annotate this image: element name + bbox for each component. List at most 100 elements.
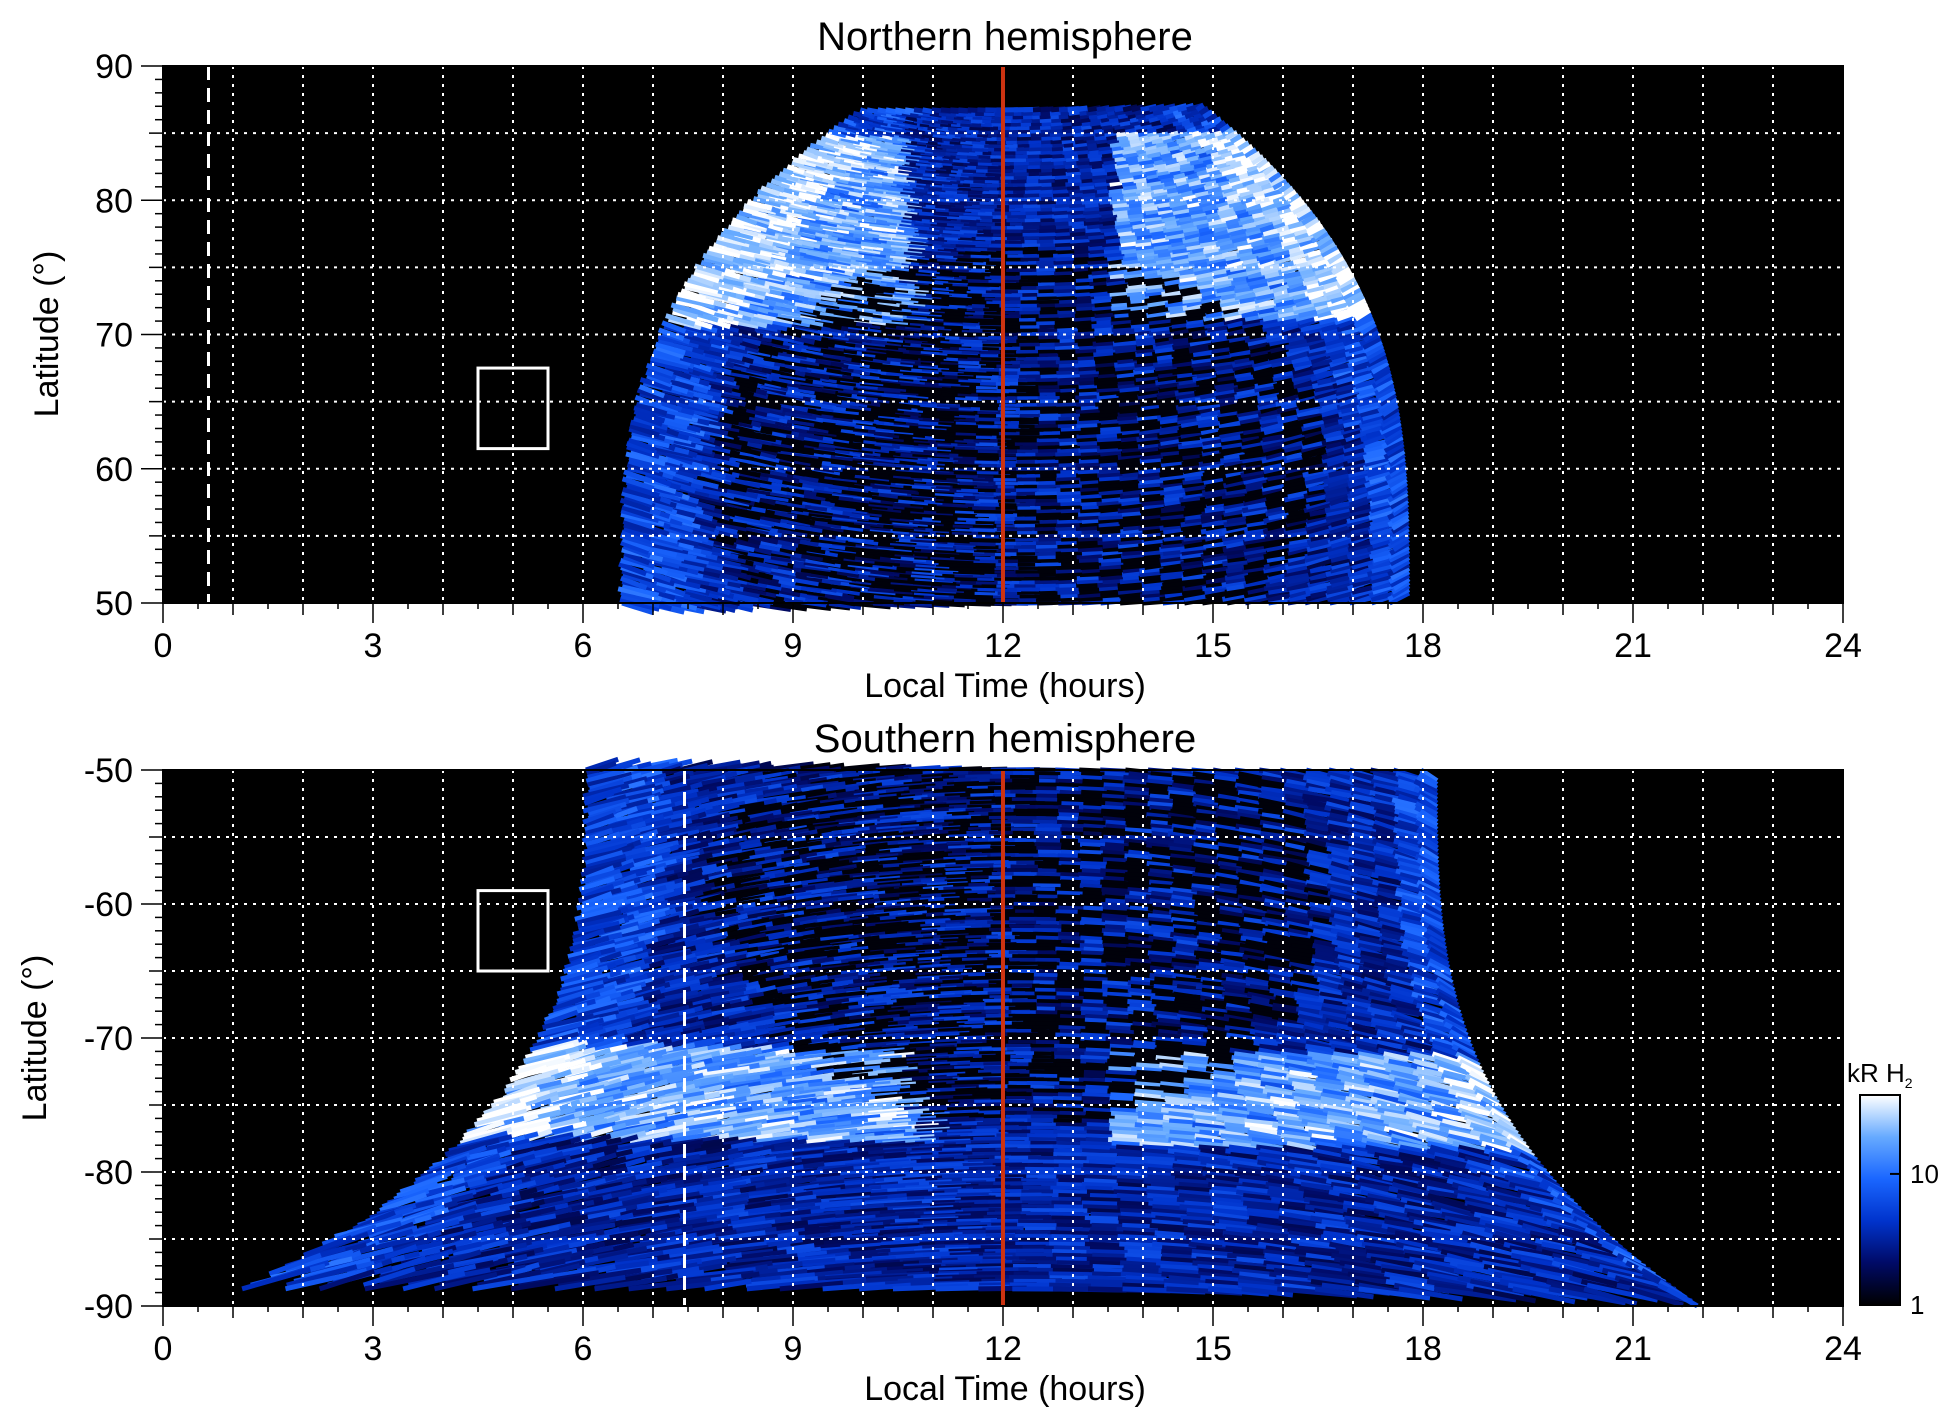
emission-streak: [1378, 392, 1397, 407]
emission-streak: [645, 370, 672, 384]
emission-streak: [1391, 502, 1410, 517]
emission-streak: [1374, 381, 1395, 396]
emission-streak: [1390, 526, 1410, 542]
emission-streak: [851, 575, 883, 585]
emission-streak: [1198, 403, 1225, 414]
emission-streak: [619, 533, 654, 548]
emission-streak: [622, 572, 658, 587]
emission-streak: [1388, 530, 1410, 545]
emission-streak: [916, 391, 944, 399]
emission-streak: [687, 494, 728, 508]
emission-streak: [633, 409, 666, 424]
emission-streak: [620, 557, 662, 573]
emission-streak: [1392, 576, 1411, 591]
emission-streak: [1152, 341, 1178, 351]
emission-streak: [1383, 424, 1403, 439]
emission-streak: [1392, 537, 1411, 552]
emission-streak: [1054, 340, 1082, 347]
emission-streak: [634, 412, 663, 427]
emission-streak: [622, 554, 655, 570]
emission-streak: [1304, 553, 1332, 567]
emission-streak: [708, 433, 748, 447]
emission-streak: [1370, 360, 1390, 375]
emission-streak: [1055, 474, 1083, 482]
emission-streak: [1036, 482, 1064, 489]
emission-streak: [702, 586, 735, 599]
emission-streak: [1117, 579, 1144, 588]
emission-streak: [779, 401, 809, 413]
emission-streak: [621, 490, 654, 506]
emission-streak: [633, 405, 676, 420]
emission-streak: [1391, 498, 1410, 513]
emission-streak: [657, 338, 694, 352]
emission-streak: [621, 600, 655, 616]
emission-streak: [1365, 343, 1384, 357]
emission-streak: [731, 433, 773, 446]
emission-streak: [1385, 441, 1405, 457]
emission-streak: [652, 348, 681, 363]
emission-streak: [792, 472, 819, 484]
emission-streak: [974, 589, 1001, 596]
emission-streak: [623, 526, 652, 541]
emission-streak: [655, 341, 686, 356]
emission-streak: [789, 455, 823, 466]
emission-streak: [625, 451, 666, 467]
emission-streak: [620, 589, 661, 605]
emission-streak: [1391, 580, 1411, 595]
emission-streak: [1389, 566, 1411, 581]
emission-streak: [954, 447, 981, 455]
emission-streak: [1362, 339, 1383, 354]
emission-streak: [626, 462, 664, 477]
emission-streak: [1115, 402, 1141, 411]
emission-streak: [663, 366, 692, 380]
emission-streak: [621, 504, 654, 520]
emission-streak: [630, 419, 668, 435]
emission-streak: [1034, 468, 1065, 475]
emission-streak: [1034, 564, 1060, 571]
emission-streak: [1365, 346, 1386, 361]
emission-streak: [638, 384, 666, 399]
emission-streak: [1390, 523, 1410, 538]
emission-streak: [1390, 583, 1411, 599]
emission-streak: [769, 497, 806, 509]
emission-streak: [621, 476, 655, 491]
emission-streak: [627, 437, 656, 452]
emission-streak: [1389, 551, 1411, 567]
emission-streak: [975, 430, 1004, 436]
emission-streak: [1391, 519, 1410, 535]
emission-streak: [630, 433, 670, 449]
emission-streak: [1387, 459, 1407, 474]
emission-streak: [644, 472, 672, 487]
emission-streak: [1221, 523, 1251, 535]
emission-streak: [675, 345, 706, 359]
emission-streak: [821, 366, 852, 376]
emission-streak: [1380, 413, 1401, 428]
emission-streak: [967, 270, 990, 277]
emission-streak: [1025, 156, 1045, 162]
emission-streak: [639, 377, 673, 392]
emission-streak: [661, 565, 704, 579]
emission-streak: [1381, 410, 1401, 425]
emission-streak: [660, 518, 694, 533]
emission-streak: [623, 469, 653, 484]
northern-emission-map: [617, 102, 1411, 616]
emission-streak: [1024, 181, 1043, 187]
emission-streak: [1383, 438, 1405, 453]
emission-streak: [620, 575, 648, 591]
emission-streak: [1028, 138, 1043, 145]
emission-streak: [952, 157, 970, 164]
emission-streak: [617, 586, 663, 602]
emission-streak: [1388, 548, 1411, 563]
emission-streak: [973, 525, 1002, 532]
emission-streak: [619, 497, 652, 513]
emission-streak: [1244, 594, 1271, 606]
emission-streak: [1387, 473, 1408, 489]
emission-streak: [767, 352, 801, 364]
emission-streak: [628, 458, 661, 474]
emission-streak: [655, 345, 685, 359]
emission-streak: [643, 479, 677, 495]
emission-streak: [620, 540, 650, 555]
emission-streak: [1158, 433, 1185, 443]
emission-streak: [1371, 364, 1391, 379]
emission-streak: [628, 455, 662, 470]
